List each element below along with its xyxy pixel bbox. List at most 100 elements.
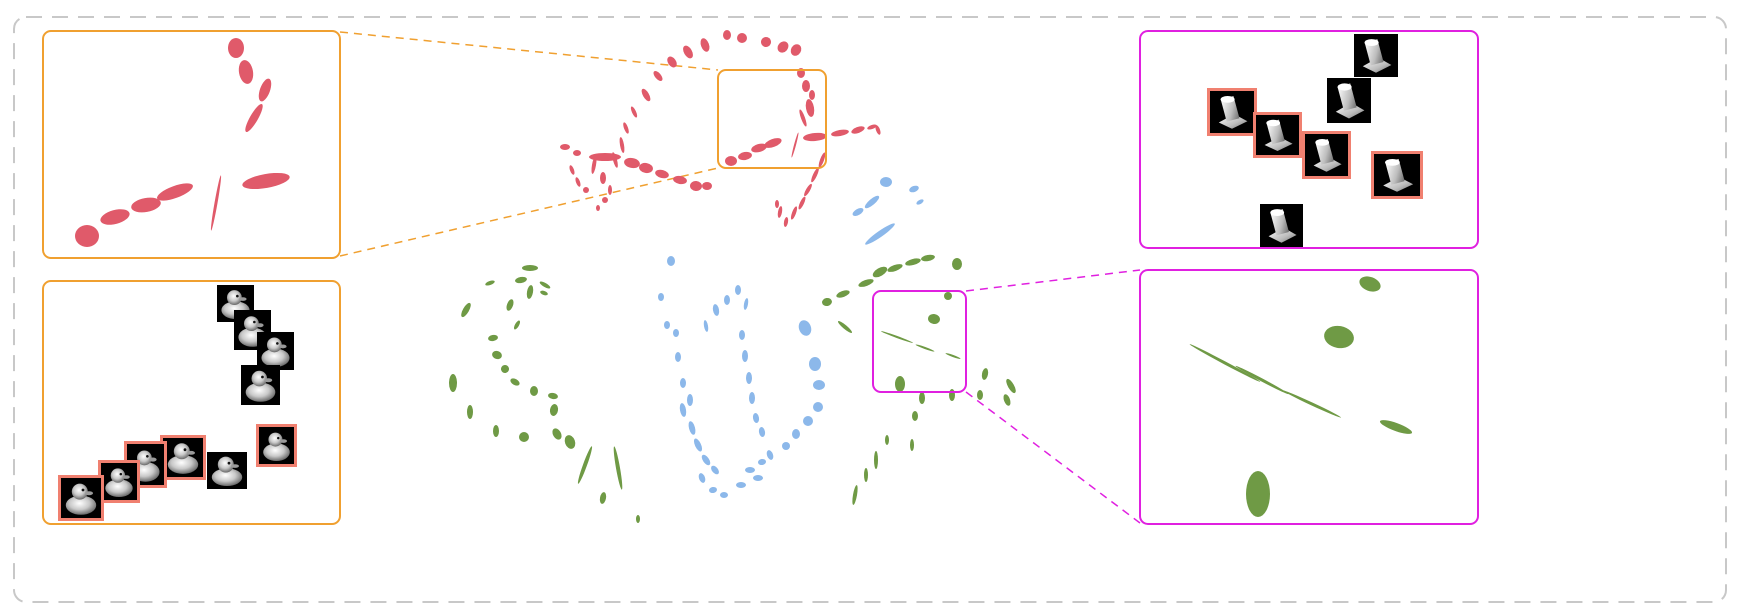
block-base — [1362, 57, 1392, 73]
duck-beak — [279, 344, 287, 349]
green-point-3 — [526, 285, 534, 299]
green-point-13 — [510, 378, 520, 386]
red-point-11 — [630, 106, 638, 118]
duck-eye — [227, 461, 231, 465]
blue-point-2 — [909, 185, 919, 193]
red-point-53 — [777, 206, 783, 218]
green-point-32 — [905, 258, 921, 266]
duck-eye — [277, 436, 280, 440]
red-point-10 — [641, 88, 651, 102]
duck-eye — [183, 448, 187, 452]
block-thumbnail-3 — [1260, 204, 1303, 247]
duck-eye — [236, 294, 239, 298]
blue-point-20 — [709, 486, 717, 494]
green-point-7 — [461, 302, 471, 318]
duck-thumbnails-panel — [42, 280, 341, 525]
red-point-44 — [851, 126, 865, 134]
red-zoom-point-9 — [242, 172, 290, 190]
blue-point-19 — [698, 473, 706, 483]
green-point-19 — [519, 432, 529, 442]
block-base — [1268, 227, 1297, 243]
green-point-33 — [921, 254, 935, 262]
green-point-29 — [858, 279, 874, 287]
blue-point-23 — [753, 475, 763, 481]
duck-beak — [264, 378, 273, 383]
green-point-26 — [636, 515, 640, 523]
red-zoom-point-4 — [245, 104, 263, 132]
block-base — [1383, 177, 1414, 192]
green-point-23 — [577, 446, 593, 484]
red-zoom-point-8 — [157, 183, 193, 201]
blue-point-43 — [735, 285, 741, 295]
duck-head — [110, 468, 126, 483]
red-point-26 — [596, 205, 600, 211]
red-point-28 — [573, 150, 581, 156]
red-point-31 — [583, 187, 589, 193]
duck-head — [226, 290, 242, 305]
red-point-16 — [624, 157, 640, 169]
block-top — [1266, 119, 1281, 127]
block-base — [1335, 102, 1365, 119]
red-point-37 — [802, 80, 810, 92]
block-thumbnail-6 — [1302, 131, 1351, 179]
red-point-51 — [790, 206, 798, 220]
red-point-41 — [791, 132, 799, 158]
blue-point-9 — [664, 321, 670, 329]
duck-head — [136, 450, 152, 466]
red-point-50 — [798, 196, 806, 210]
red-zoom-point-5 — [75, 225, 99, 247]
magenta-connector-top — [965, 269, 1141, 292]
blue-point-32 — [792, 429, 800, 439]
green-zoom-point-7 — [1282, 390, 1342, 418]
block-thumbnail-2 — [1327, 78, 1371, 123]
block-base — [1218, 114, 1248, 129]
green-point-45 — [1006, 378, 1016, 394]
red-cluster-zoom-panel — [42, 30, 341, 259]
red-point-9 — [653, 71, 663, 81]
green-zoom-selection-box — [872, 290, 967, 393]
duck-thumbnail-7 — [160, 435, 206, 480]
block-top — [1315, 139, 1330, 146]
red-point-30 — [575, 177, 581, 187]
block-base — [1313, 157, 1342, 172]
green-point-8 — [506, 299, 514, 311]
duck-beak — [187, 450, 195, 455]
blue-point-15 — [688, 421, 696, 435]
duck-head — [173, 443, 190, 460]
green-point-31 — [887, 264, 903, 272]
green-point-49 — [910, 439, 914, 451]
green-point-48 — [912, 411, 918, 421]
green-point-25 — [599, 492, 607, 504]
green-zoom-point-3 — [1379, 420, 1413, 434]
outer-frame — [13, 16, 1727, 603]
red-point-38 — [809, 90, 815, 100]
duck-thumbnail-5 — [207, 452, 247, 489]
duck-beak — [231, 464, 239, 468]
red-point-5 — [761, 37, 771, 47]
green-zoom-panel-frame — [1139, 269, 1479, 525]
green-point-37 — [837, 321, 853, 333]
red-point-4 — [737, 33, 747, 43]
green-zoom-point-5 — [1189, 344, 1261, 382]
green-point-36 — [928, 313, 940, 325]
green-point-51 — [874, 451, 878, 469]
block-thumbnail-1 — [1354, 34, 1398, 77]
blue-point-33 — [782, 442, 790, 450]
blue-point-14 — [679, 403, 687, 417]
blue-point-35 — [752, 413, 760, 423]
green-point-15 — [549, 404, 559, 416]
red-point-3 — [723, 30, 731, 40]
block-top — [1270, 209, 1285, 217]
duck-body — [105, 479, 133, 498]
blue-point-21 — [720, 492, 728, 498]
red-point-17 — [639, 162, 653, 174]
green-point-40 — [945, 353, 961, 359]
magenta-connector-bottom — [965, 391, 1141, 524]
green-point-20 — [493, 425, 499, 437]
red-point-39 — [805, 99, 815, 117]
block-top — [1364, 39, 1379, 47]
red-zoom-point-10 — [210, 175, 222, 231]
duck-body — [261, 348, 290, 367]
red-point-24 — [608, 185, 612, 195]
